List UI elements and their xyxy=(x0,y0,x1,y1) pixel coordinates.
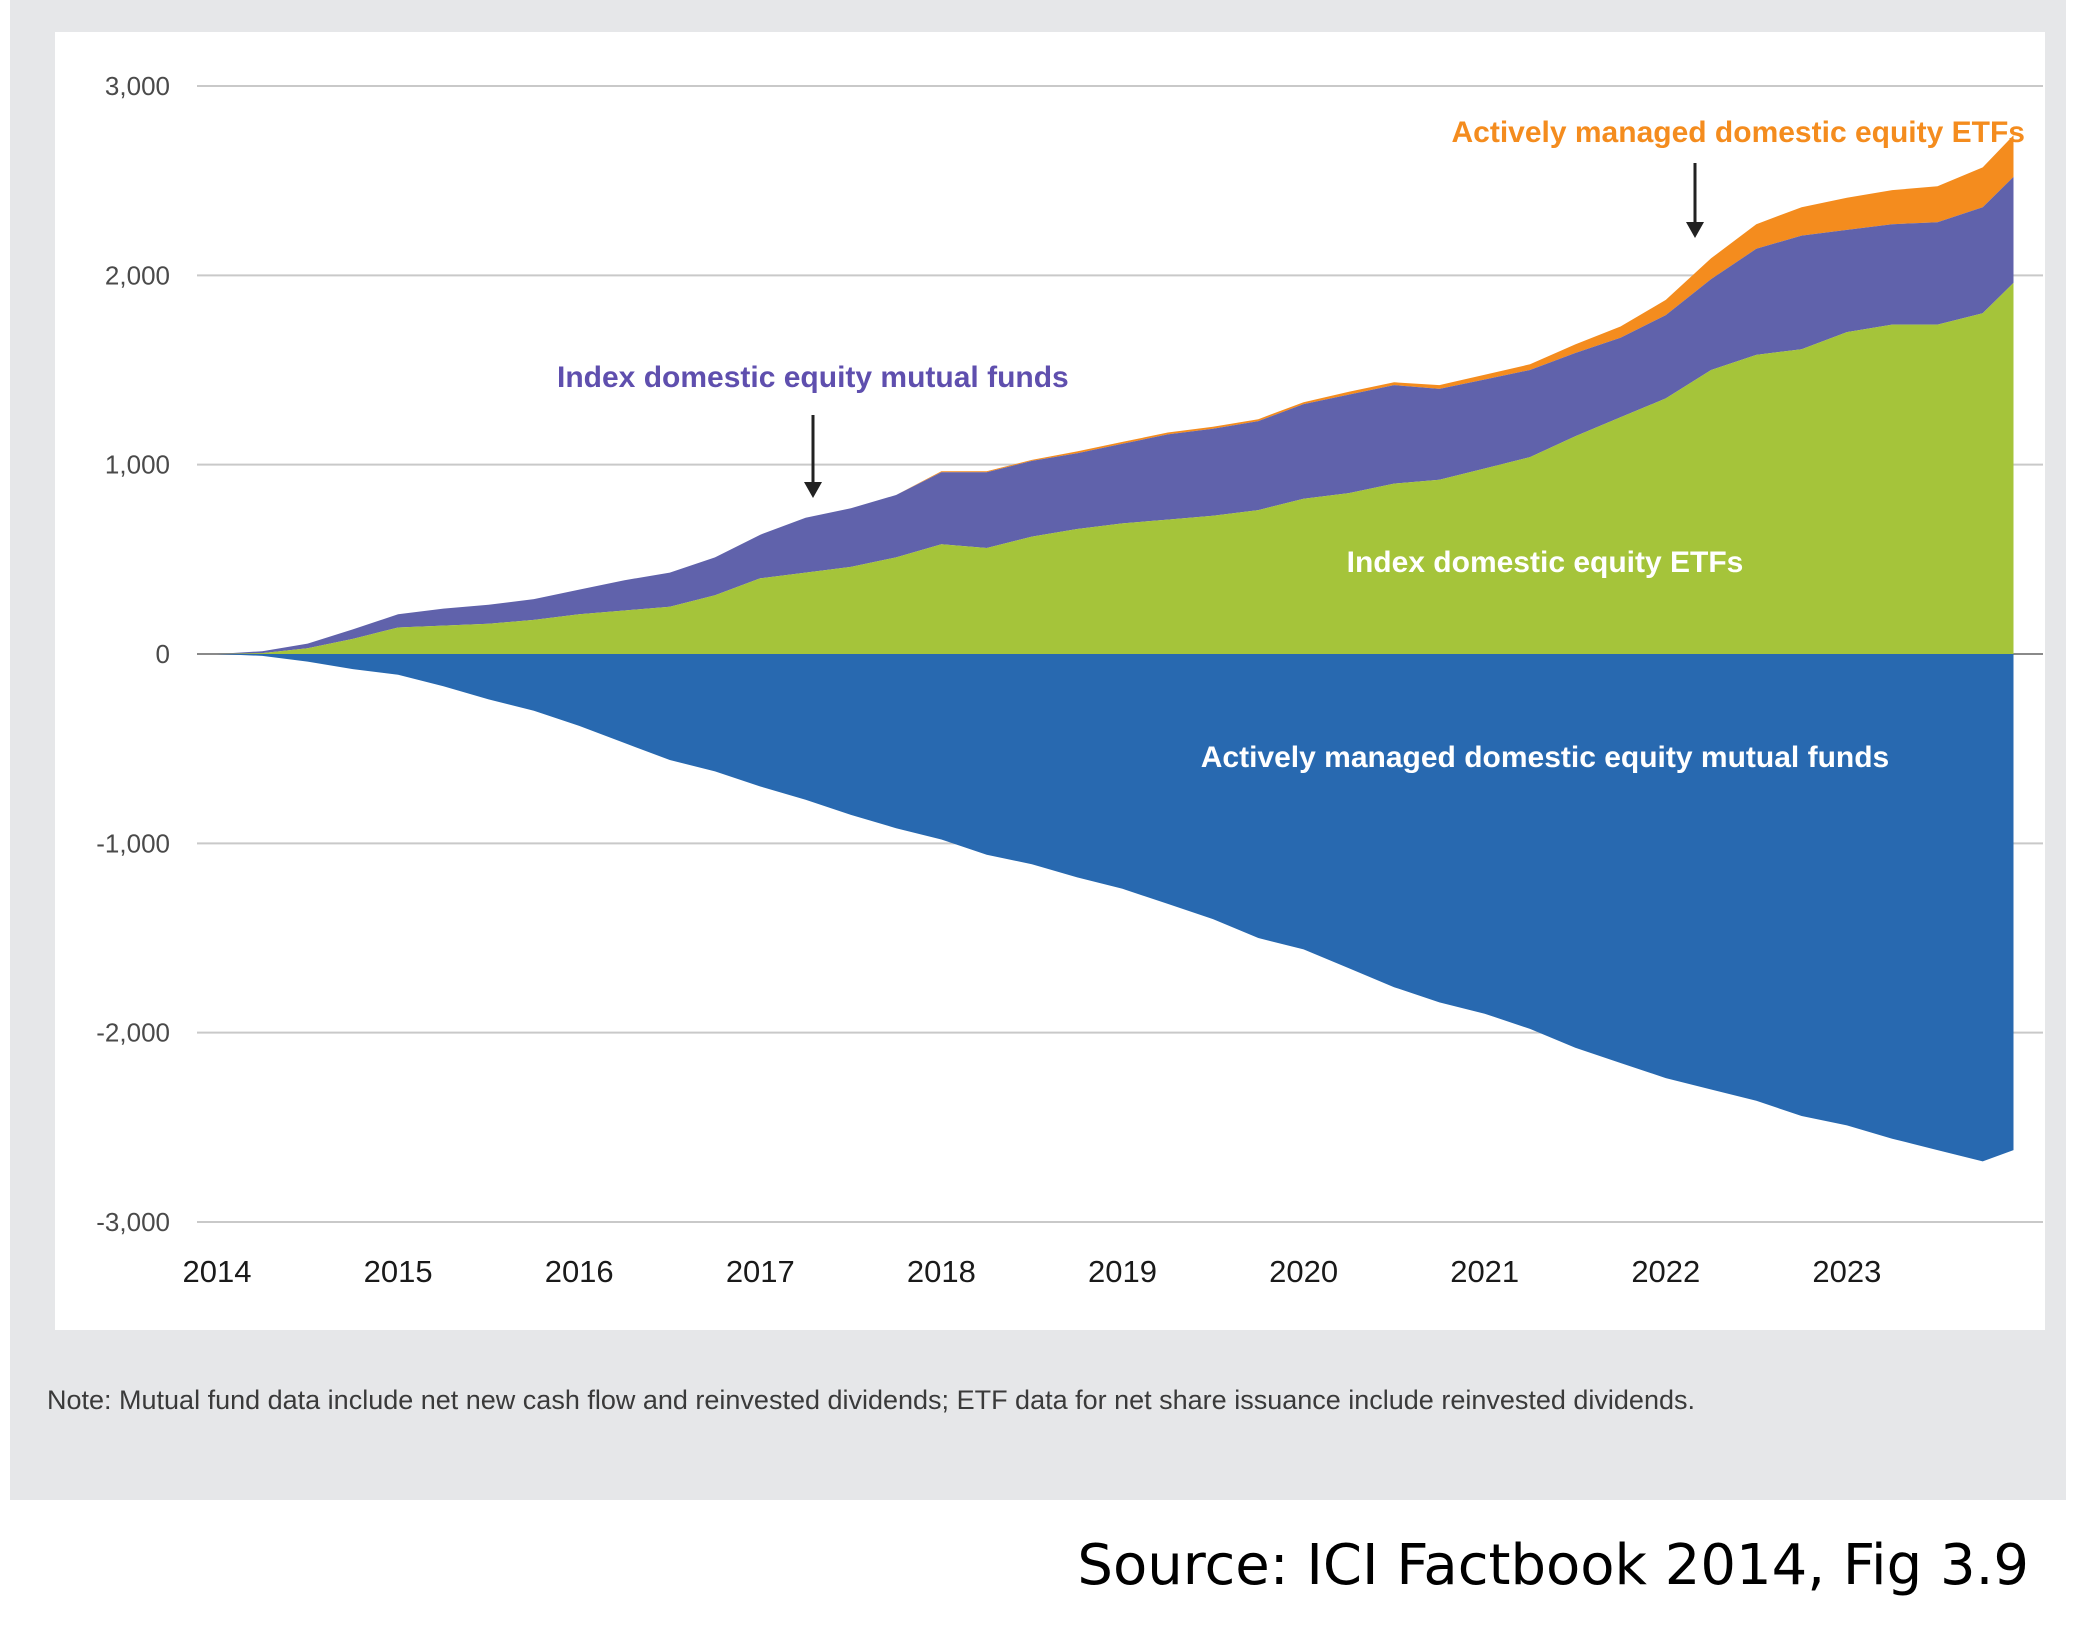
axes: 3,000 2,000 1,000 0 -1,000 -2,000 -3,000 2014 20… xyxy=(96,71,1881,1289)
y-tick-label: 3,000 xyxy=(105,71,170,101)
series-area-index-etfs xyxy=(217,282,2014,654)
x-tick-label: 2016 xyxy=(545,1254,614,1289)
arrow-head xyxy=(804,482,822,498)
y-tick-label: 2,000 xyxy=(105,260,170,290)
x-tick-label: 2019 xyxy=(1088,1254,1157,1289)
x-tick-label: 2022 xyxy=(1631,1254,1700,1289)
y-tick-label: -1,000 xyxy=(96,828,170,858)
y-tick-label: -2,000 xyxy=(96,1018,170,1048)
area-chart: 3,000 2,000 1,000 0 -1,000 -2,000 -3,000 2014 20… xyxy=(96,71,2043,1289)
arrow-active-etfs xyxy=(1686,163,1704,238)
x-tick-label: 2017 xyxy=(726,1254,795,1289)
x-tick-label: 2015 xyxy=(364,1254,433,1289)
label-active-mutual-funds: Actively managed domestic equity mutual … xyxy=(1201,741,1889,774)
series-area-active-mutual-funds xyxy=(217,654,2014,1162)
y-tick-label: -3,000 xyxy=(96,1207,170,1237)
arrow-index-mutual-funds xyxy=(804,415,822,498)
y-tick-label: 0 xyxy=(156,639,170,669)
label-index-mutual-funds: Index domestic equity mutual funds xyxy=(557,361,1069,394)
label-active-etfs: Actively managed domestic equity ETFs xyxy=(1451,116,2025,149)
x-tick-label: 2023 xyxy=(1812,1254,1881,1289)
plot-area: 3,000 2,000 1,000 0 -1,000 -2,000 -3,000 2014 20… xyxy=(55,32,2045,1330)
x-tick-label: 2021 xyxy=(1450,1254,1519,1289)
source-caption: Source: ICI Factbook 2014, Fig 3.9 xyxy=(1077,1533,2029,1598)
annotations: Index domestic equity mutual funds Active… xyxy=(557,116,2025,774)
x-tick-label: 2014 xyxy=(183,1254,252,1289)
chart-note: Note: Mutual fund data include net new c… xyxy=(47,1385,1695,1415)
series-areas xyxy=(217,135,2014,1162)
figure-panel: 3,000 2,000 1,000 0 -1,000 -2,000 -3,000 2014 20… xyxy=(10,0,2066,1500)
arrow-head xyxy=(1686,222,1704,238)
label-index-etfs: Index domestic equity ETFs xyxy=(1347,546,1744,579)
x-tick-label: 2018 xyxy=(907,1254,976,1289)
x-tick-label: 2020 xyxy=(1269,1254,1338,1289)
y-tick-label: 1,000 xyxy=(105,450,170,480)
